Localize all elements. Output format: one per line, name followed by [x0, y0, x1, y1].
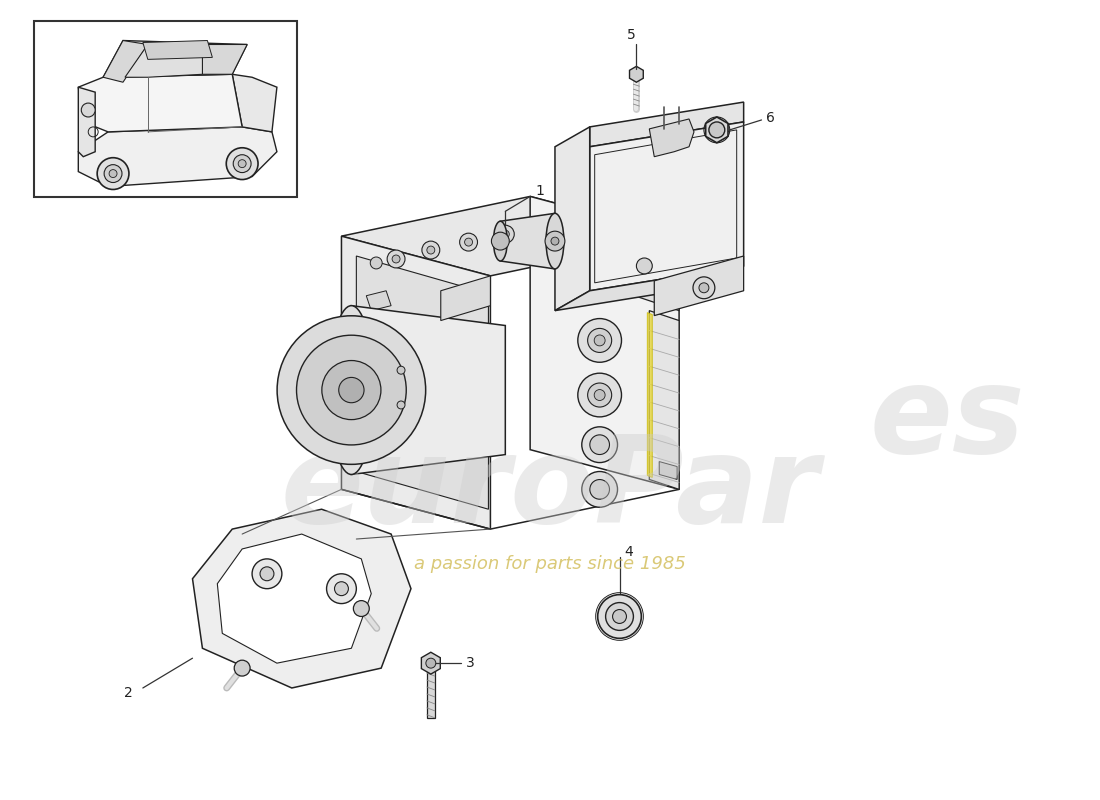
Circle shape — [397, 366, 405, 374]
Polygon shape — [192, 510, 411, 688]
Text: es: es — [869, 362, 1025, 478]
Polygon shape — [351, 306, 505, 474]
Polygon shape — [530, 197, 679, 490]
Polygon shape — [341, 197, 679, 276]
Polygon shape — [78, 127, 277, 186]
Text: 4: 4 — [625, 545, 634, 559]
Text: euroPar: euroPar — [280, 431, 820, 548]
Polygon shape — [654, 256, 744, 315]
Circle shape — [97, 158, 129, 190]
Ellipse shape — [329, 306, 374, 474]
Polygon shape — [556, 266, 744, 310]
Circle shape — [397, 401, 405, 409]
Circle shape — [594, 390, 605, 401]
Circle shape — [606, 602, 634, 630]
Polygon shape — [356, 256, 488, 510]
Polygon shape — [619, 236, 679, 310]
Polygon shape — [556, 127, 590, 310]
Polygon shape — [590, 122, 744, 290]
Circle shape — [582, 427, 617, 462]
Polygon shape — [341, 236, 491, 529]
Circle shape — [422, 241, 440, 259]
Circle shape — [297, 335, 406, 445]
Bar — [34, 21, 297, 198]
Circle shape — [578, 373, 621, 417]
Circle shape — [587, 383, 612, 407]
Polygon shape — [421, 652, 440, 674]
Circle shape — [594, 335, 605, 346]
Ellipse shape — [546, 214, 564, 269]
Circle shape — [698, 283, 708, 293]
Circle shape — [590, 479, 609, 499]
Text: 3: 3 — [465, 656, 474, 670]
Circle shape — [637, 258, 652, 274]
Polygon shape — [202, 45, 248, 74]
Polygon shape — [232, 74, 277, 132]
Polygon shape — [103, 41, 248, 78]
Polygon shape — [706, 117, 728, 142]
Circle shape — [496, 226, 514, 243]
Polygon shape — [500, 214, 556, 269]
Circle shape — [233, 154, 251, 173]
Circle shape — [427, 246, 434, 254]
Circle shape — [597, 594, 641, 638]
Circle shape — [578, 318, 621, 362]
Circle shape — [544, 231, 565, 251]
Text: 6: 6 — [767, 111, 775, 125]
Circle shape — [327, 574, 356, 603]
Text: 1: 1 — [535, 185, 544, 198]
Polygon shape — [103, 41, 147, 82]
Polygon shape — [366, 290, 392, 310]
Circle shape — [339, 378, 364, 402]
Polygon shape — [590, 102, 744, 146]
Polygon shape — [649, 119, 694, 157]
Polygon shape — [659, 462, 678, 479]
Polygon shape — [427, 668, 434, 718]
Circle shape — [104, 165, 122, 182]
Circle shape — [234, 660, 250, 676]
Circle shape — [590, 435, 609, 454]
Circle shape — [277, 316, 426, 464]
Circle shape — [387, 250, 405, 268]
Circle shape — [613, 610, 627, 623]
Circle shape — [334, 582, 349, 596]
Circle shape — [81, 103, 96, 117]
Circle shape — [464, 238, 473, 246]
Polygon shape — [649, 310, 679, 490]
Circle shape — [239, 160, 246, 168]
Polygon shape — [647, 313, 652, 478]
Polygon shape — [78, 87, 96, 157]
Polygon shape — [125, 45, 202, 78]
Circle shape — [322, 361, 381, 420]
Text: a passion for parts since 1985: a passion for parts since 1985 — [414, 555, 686, 573]
Text: 2: 2 — [124, 686, 133, 700]
Text: 5: 5 — [627, 27, 636, 42]
Circle shape — [353, 601, 370, 617]
Circle shape — [582, 471, 617, 507]
Circle shape — [587, 329, 612, 353]
Circle shape — [109, 170, 117, 178]
Polygon shape — [218, 534, 372, 663]
Circle shape — [252, 559, 282, 589]
Ellipse shape — [494, 222, 507, 261]
Circle shape — [227, 148, 258, 179]
Circle shape — [693, 277, 715, 298]
Polygon shape — [441, 276, 491, 321]
Circle shape — [426, 658, 436, 668]
Circle shape — [460, 233, 477, 251]
Circle shape — [551, 237, 559, 245]
Circle shape — [492, 232, 509, 250]
Circle shape — [260, 567, 274, 581]
Circle shape — [392, 255, 400, 263]
Polygon shape — [78, 74, 242, 132]
Circle shape — [708, 122, 725, 138]
Polygon shape — [629, 66, 644, 82]
Circle shape — [502, 230, 509, 238]
Polygon shape — [143, 41, 212, 59]
Circle shape — [371, 257, 382, 269]
